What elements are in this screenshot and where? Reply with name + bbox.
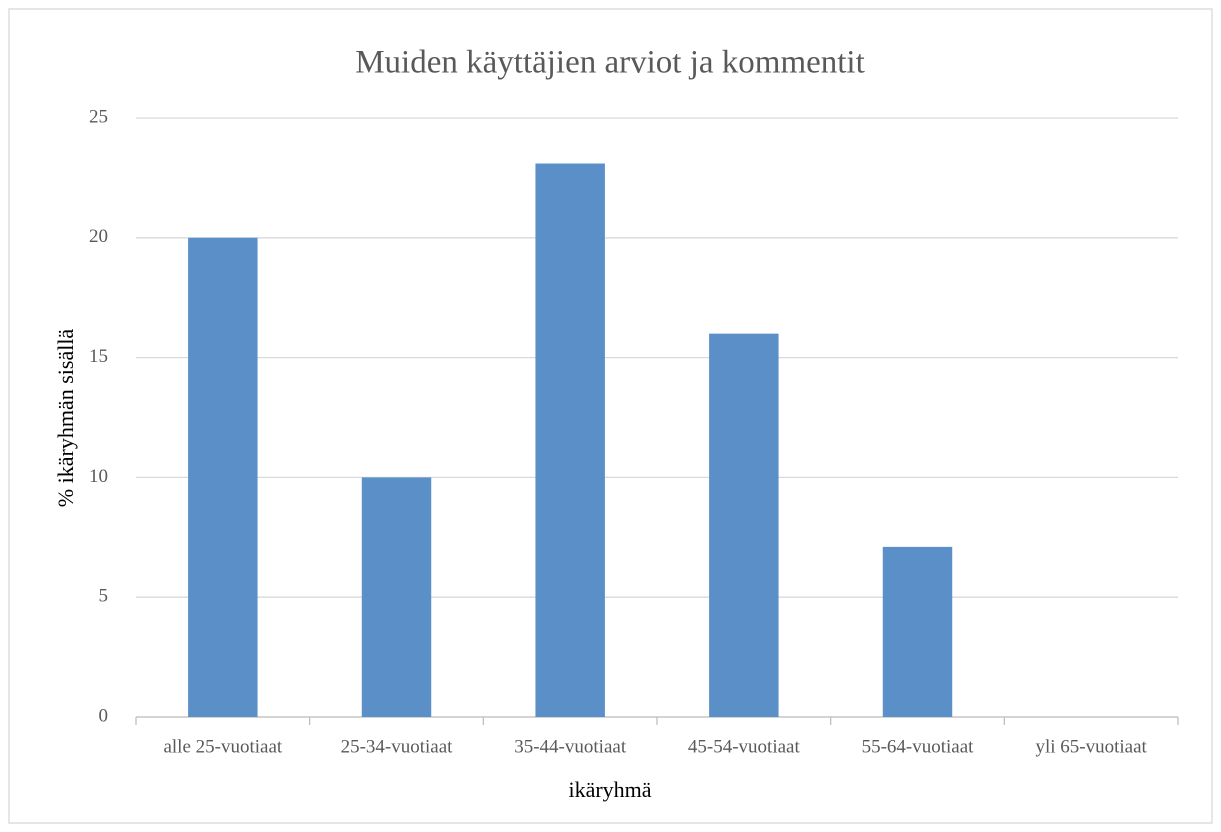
chart-title: Muiden käyttäjien arviot ja kommentit — [355, 45, 865, 81]
x-tick-label: alle 25-vuotiaat — [163, 736, 282, 757]
x-tick-label: 55-64-vuotiaat — [862, 736, 975, 757]
bar — [882, 546, 953, 717]
y-tick-label: 15 — [89, 346, 108, 367]
bar — [709, 333, 779, 717]
x-tick-label: 45-54-vuotiaat — [688, 736, 801, 757]
bar — [361, 477, 432, 717]
x-tick-label: yli 65-vuotiaat — [1035, 736, 1147, 757]
y-axis-title: % ikäryhmän sisällä — [53, 329, 78, 508]
x-tick-label: 25-34-vuotiaat — [341, 736, 454, 757]
y-tick-label: 20 — [89, 226, 108, 247]
y-tick-label: 10 — [89, 466, 108, 487]
y-tick-label: 25 — [89, 106, 108, 127]
bar — [535, 163, 605, 718]
bar — [188, 237, 258, 718]
y-tick-label: 0 — [99, 705, 109, 726]
x-axis-title: ikäryhmä — [568, 777, 651, 802]
y-tick-label: 5 — [99, 586, 109, 607]
x-tick-label: 35-44-vuotiaat — [514, 736, 627, 757]
